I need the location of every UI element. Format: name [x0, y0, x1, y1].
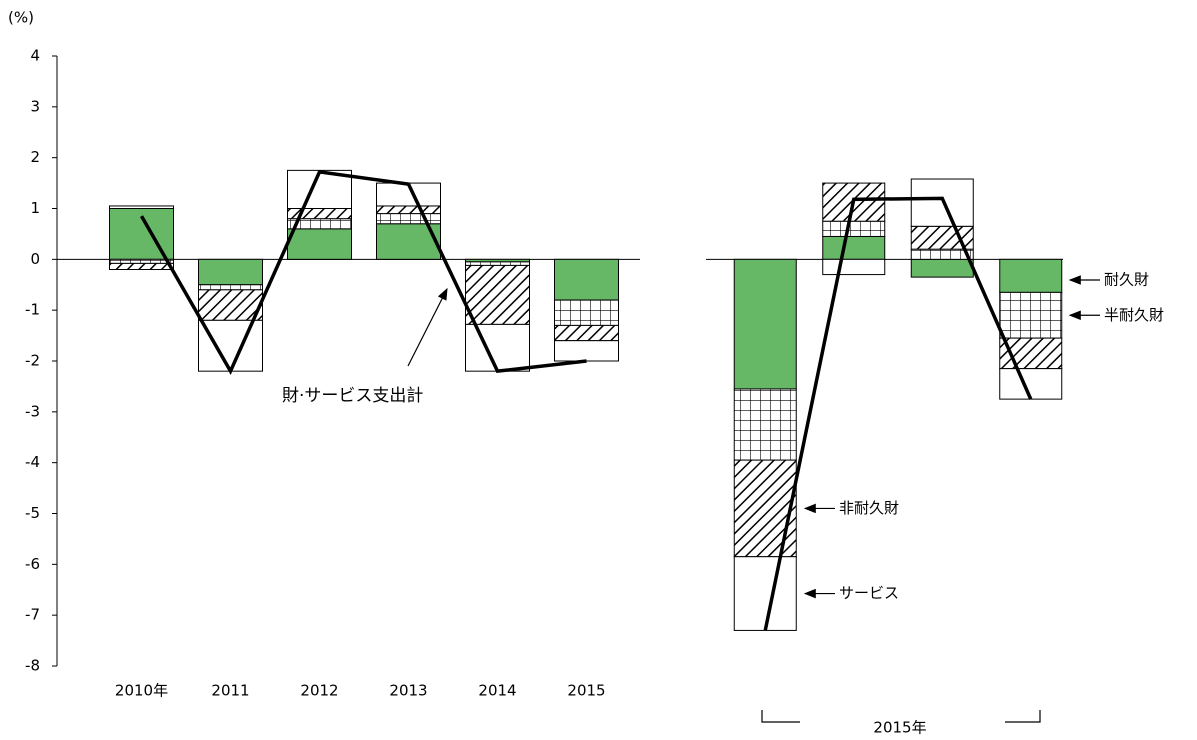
bar-segment	[465, 264, 530, 325]
x-tick-label: 2011	[211, 682, 249, 700]
x-tick-label: 2015	[567, 682, 605, 700]
group-bracket	[761, 710, 1041, 723]
x-tick-label: 2013	[389, 682, 427, 700]
bar-segment	[287, 169, 352, 209]
x-tick-label: 2014	[478, 682, 516, 700]
bar-segment	[733, 258, 797, 390]
y-tick-label: -1	[25, 301, 40, 319]
bar-segment	[999, 258, 1063, 293]
bar-segment	[733, 556, 797, 631]
bar-segment	[109, 262, 174, 270]
y-tick-label: -8	[25, 657, 40, 675]
y-tick-label: 1	[30, 199, 40, 217]
bar-segment	[376, 205, 441, 215]
legend-label: サービス	[839, 584, 899, 602]
bar-segment	[733, 388, 797, 461]
bar-segment	[287, 208, 352, 220]
bar-segment	[465, 261, 530, 266]
bar-segment	[554, 324, 619, 342]
bar-segment	[198, 289, 263, 321]
y-tick-label: -3	[25, 402, 40, 420]
bar-segment	[554, 258, 619, 301]
y-tick-label: 2	[30, 148, 40, 166]
y-tick-label: -7	[25, 606, 40, 624]
y-tick-label: -5	[25, 504, 40, 522]
x-tick-label: 2012	[300, 682, 338, 700]
bar-segment	[733, 459, 797, 558]
y-tick-label: -6	[25, 555, 40, 573]
bar-segment	[999, 291, 1063, 339]
bar-segment	[910, 178, 974, 227]
legend-label: 非耐久財	[839, 499, 899, 517]
bar-segment	[822, 235, 886, 260]
annotation-arrow	[407, 287, 448, 367]
bar-segment	[198, 284, 263, 291]
bar-segment	[822, 258, 886, 276]
y-tick-label: 4	[30, 47, 40, 65]
group-label: 2015年	[873, 719, 926, 737]
x-tick-label: 2010年	[115, 682, 168, 700]
y-tick-label: 0	[30, 250, 40, 268]
total-line	[139, 169, 587, 376]
bar-segment	[198, 319, 263, 372]
bar-segment	[465, 323, 530, 372]
bar-segment	[376, 213, 441, 225]
legend-label: 半耐久財	[1104, 306, 1164, 324]
y-tick-label: -2	[25, 352, 40, 370]
bar-segment	[910, 258, 974, 278]
bar-segment	[554, 299, 619, 326]
bar-segment	[109, 205, 174, 209]
bar-segment	[999, 368, 1063, 400]
bar-segment	[822, 220, 886, 237]
annotation: 財·サービス支出計	[282, 386, 423, 406]
legend-label: 耐久財	[1104, 271, 1149, 289]
bar-segment	[554, 340, 619, 362]
bar-segment	[198, 258, 263, 286]
bar-segment	[109, 258, 174, 264]
bar-segment	[287, 228, 352, 260]
y-tick-label: -4	[25, 453, 40, 471]
y-tick-label: 3	[30, 97, 40, 115]
total-line	[763, 196, 1033, 631]
y-unit-label: (%)	[8, 9, 34, 27]
